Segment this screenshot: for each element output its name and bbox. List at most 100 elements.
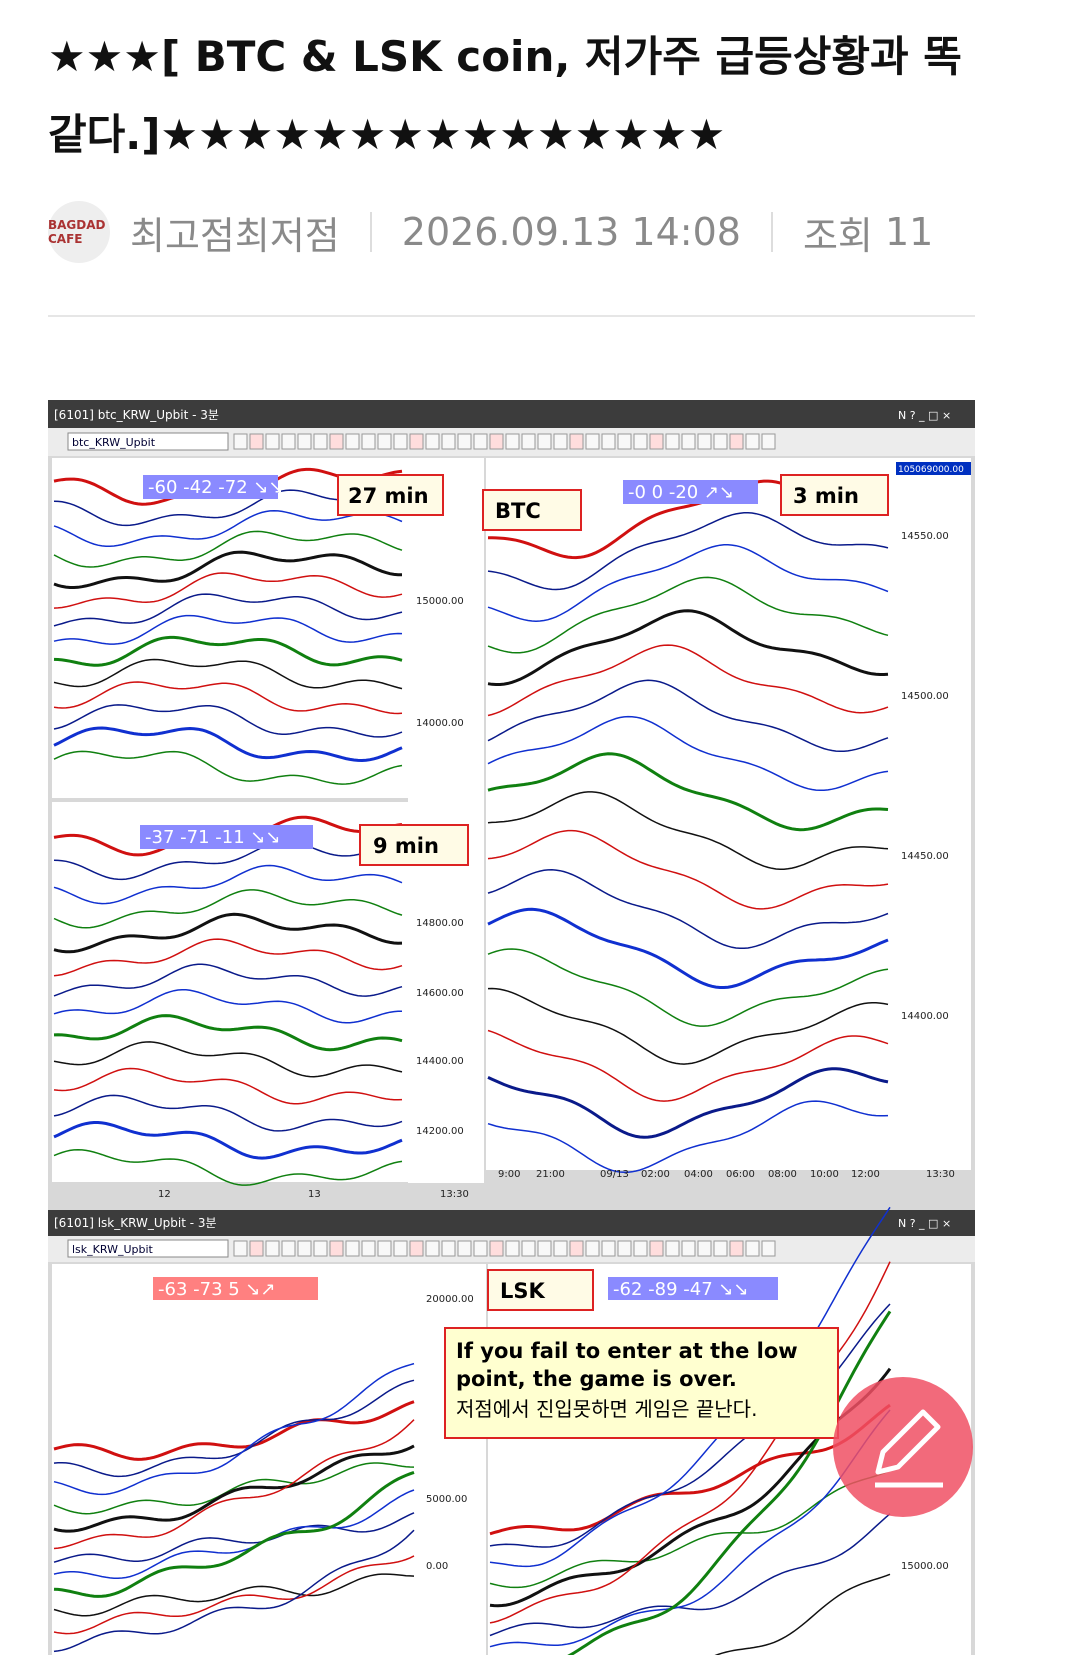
window-controls: N ? _ □ × — [898, 409, 951, 422]
y-tick-label: 14200.00 — [416, 1126, 464, 1137]
toolbar-icon — [569, 433, 584, 450]
toolbar-icon — [361, 1240, 376, 1257]
price-line — [53, 1041, 403, 1078]
indicator-reading: -37 -71 -11 ↘↘ — [145, 827, 281, 848]
window-title: [6101] lsk_KRW_Upbit - 3분 — [54, 1216, 217, 1230]
price: 105069000.00 — [898, 465, 964, 475]
toolbar-icon — [553, 1240, 568, 1257]
toolbar-icon — [313, 433, 328, 450]
indicator-reading: -0 0 -20 ↗↘ — [628, 482, 734, 503]
y-tick-label: 14600.00 — [416, 988, 464, 999]
price-line — [489, 1403, 891, 1536]
y-tick-label: 14800.00 — [416, 918, 464, 929]
toolbar-icon — [713, 1240, 728, 1257]
price-line — [53, 840, 403, 881]
x-tick-label: 9:00 — [498, 1169, 520, 1180]
price-line — [53, 1094, 403, 1132]
price-line — [53, 1148, 403, 1186]
price-line — [487, 576, 889, 654]
price-line — [487, 829, 889, 910]
price-line — [53, 681, 403, 715]
toolbar-icon — [393, 1240, 408, 1257]
write-button[interactable] — [833, 1377, 973, 1517]
pencil-icon — [875, 1409, 943, 1488]
price-line — [487, 679, 889, 753]
avatar[interactable]: BAGDAD CAFE — [48, 201, 110, 263]
price-lines — [487, 479, 889, 1174]
y-tick-label: 14000.00 — [416, 718, 464, 729]
views-label: 조회 — [802, 213, 873, 258]
price-line — [53, 1573, 415, 1617]
toolbar-icon — [745, 433, 760, 450]
toolbar-icon — [537, 1240, 552, 1257]
toolbar-icon — [745, 1240, 760, 1257]
price-lines — [53, 467, 403, 785]
price-line — [53, 1014, 403, 1052]
toolbar-icon — [649, 1240, 664, 1257]
price-line — [489, 1409, 891, 1648]
toolbar-icon — [281, 433, 296, 450]
toolbar-icon — [521, 433, 536, 450]
price-line — [53, 1419, 415, 1550]
toolbar-icon — [601, 433, 616, 450]
toolbar-icon — [633, 433, 648, 450]
toolbar-icon — [585, 433, 600, 450]
toolbar-icon — [729, 433, 744, 450]
toolbar-icon — [233, 1240, 248, 1257]
price-line — [53, 550, 402, 589]
toolbar-icon — [233, 433, 248, 450]
price-line — [487, 644, 889, 717]
price-line — [487, 987, 889, 1065]
toolbar-icon — [521, 1240, 536, 1257]
reading-bg — [623, 480, 758, 504]
price-line — [487, 609, 889, 686]
toolbar-icon — [761, 433, 776, 450]
price-line — [487, 1067, 889, 1139]
x-tick-label: 12:00 — [851, 1169, 880, 1180]
toolbar-icon — [457, 1240, 472, 1257]
toolbar-icon — [633, 1240, 648, 1257]
price-line — [53, 1489, 415, 1580]
price-line — [53, 750, 403, 785]
toolbar-icon — [441, 433, 456, 450]
post-meta: BAGDAD CAFE 최고점최저점 2026.09.13 14:08 조회 1… — [48, 200, 978, 264]
window-titlebar — [48, 400, 975, 428]
price-line — [53, 1400, 415, 1461]
reading-bg — [153, 1277, 318, 1300]
x-tick-label: 13 — [308, 1189, 321, 1200]
label-box — [359, 824, 469, 866]
toolbar-icon — [425, 1240, 440, 1257]
reading-bg — [143, 475, 278, 499]
panel — [52, 1264, 418, 1655]
price-line — [53, 963, 403, 997]
toolbar-icon — [617, 1240, 632, 1257]
price-line — [53, 938, 403, 977]
price-line — [53, 1067, 403, 1105]
toolbar-icon — [473, 1240, 488, 1257]
toolbar-icon — [249, 433, 264, 450]
price-line — [714, 1573, 891, 1655]
price-line — [53, 509, 403, 548]
price-line — [53, 1362, 415, 1496]
toolbar-icon — [681, 433, 696, 450]
panel — [486, 458, 893, 1170]
price-line — [53, 593, 403, 627]
indicator-reading: -63 -73 5 ↘↗ — [158, 1279, 276, 1300]
window-controls: N ? _ □ × — [898, 1217, 951, 1230]
price-line — [53, 1121, 403, 1160]
toolbar-icon — [585, 1240, 600, 1257]
toolbar-icon — [377, 1240, 392, 1257]
toolbar-icon — [713, 433, 728, 450]
toolbar-icon — [665, 1240, 680, 1257]
price-lines — [53, 1362, 415, 1653]
note-line: 저점에서 진입못하면 게임은 끝난다. — [456, 1397, 757, 1421]
toolbar-icon — [761, 1240, 776, 1257]
x-tick-label: 10:00 — [810, 1169, 839, 1180]
toolbar-icon — [537, 433, 552, 450]
author[interactable]: 최고점최저점 — [130, 213, 340, 258]
price-line — [487, 752, 889, 832]
price-line — [53, 1379, 415, 1478]
price-line — [53, 864, 403, 905]
toolbar-icon — [665, 433, 680, 450]
price-lines — [53, 815, 403, 1186]
